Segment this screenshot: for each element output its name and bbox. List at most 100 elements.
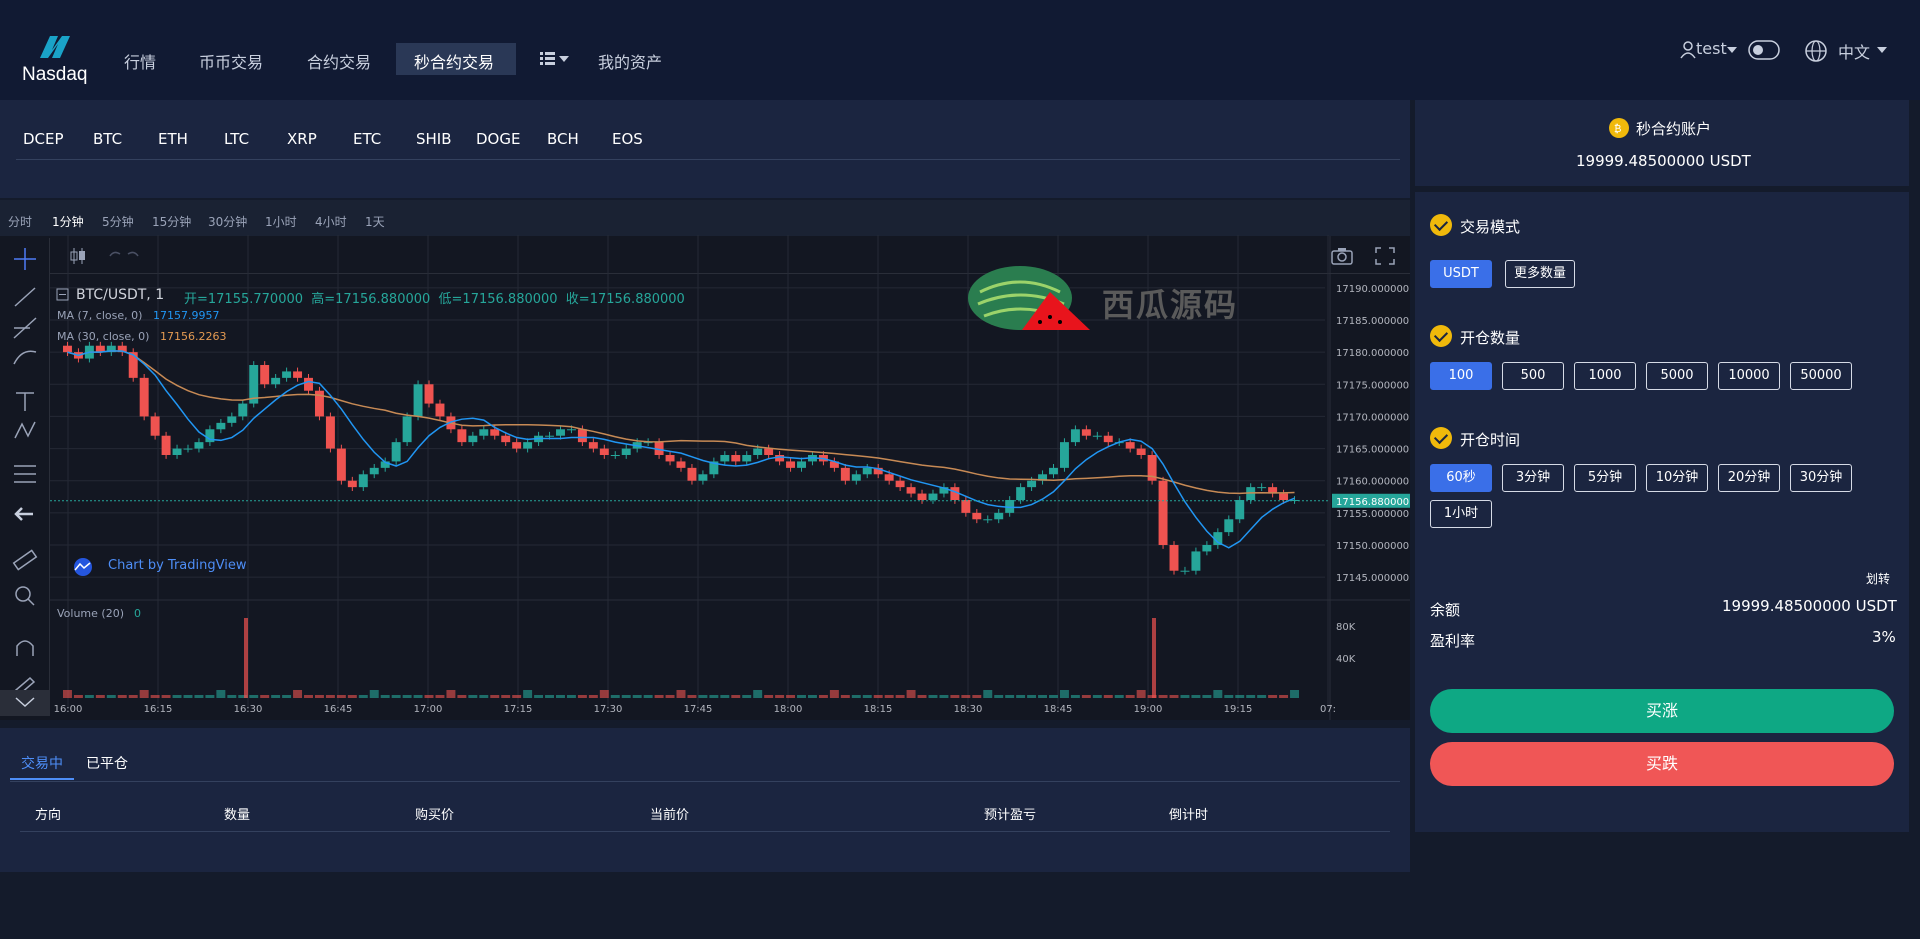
interval-1m[interactable]: 1分钟 — [52, 215, 84, 229]
volume-bar — [1235, 695, 1245, 698]
volume-bar — [63, 690, 72, 698]
coin-tab-btc[interactable]: BTC — [93, 130, 123, 148]
qty-5000-button[interactable]: 5000 — [1646, 362, 1708, 390]
candle-body — [260, 365, 270, 385]
logo-text: Nasdaq — [22, 64, 88, 85]
volume-bar — [873, 695, 883, 698]
candle-body — [545, 435, 555, 437]
candle-body — [556, 429, 565, 436]
candle-body — [577, 429, 587, 443]
volume-bar — [797, 695, 806, 698]
nasdaq-logo[interactable] — [22, 28, 102, 88]
language-dropdown-icon[interactable] — [1876, 46, 1888, 54]
volume-bar — [1191, 695, 1201, 698]
mode-usdt-button[interactable]: USDT — [1430, 260, 1492, 288]
volume-bar — [906, 690, 916, 698]
time-20m-button[interactable]: 20分钟 — [1718, 464, 1780, 492]
qty-500-button[interactable]: 500 — [1502, 362, 1564, 390]
user-name[interactable]: test — [1696, 39, 1727, 58]
user-dropdown-icon[interactable] — [1726, 46, 1738, 54]
tab-trading[interactable]: 交易中 — [21, 756, 63, 772]
y-tick-label: 17185.000000 — [1336, 316, 1409, 327]
volume-bar — [249, 695, 259, 698]
ma7-label: MA (7, close, 0) — [57, 309, 143, 322]
current-price-tag — [1332, 493, 1410, 508]
buy-up-button[interactable]: 买涨 — [1430, 689, 1894, 733]
candlestick-chart[interactable]: 17156.880000 17190.000000 17185.000000 1718… — [0, 200, 1410, 720]
coin-tab-eos[interactable]: EOS — [612, 130, 643, 148]
camera-icon[interactable] — [1330, 246, 1354, 266]
candle-body — [1158, 480, 1168, 545]
coin-tab-doge[interactable]: DOGE — [476, 130, 521, 148]
candle-body — [523, 442, 533, 449]
list-menu-icon[interactable] — [538, 51, 572, 65]
candle-body — [873, 467, 883, 475]
volume-bar — [1059, 690, 1069, 698]
y-tick-label: 17155.000000 — [1336, 509, 1409, 520]
candle-type-icon[interactable] — [68, 246, 88, 266]
coin-tab-etc[interactable]: ETC — [353, 130, 382, 148]
coin-tab-eth[interactable]: ETH — [158, 130, 188, 148]
language-selector[interactable]: 中文 — [1838, 43, 1871, 62]
tab-closed[interactable]: 已平仓 — [86, 756, 128, 772]
coin-tab-xrp[interactable]: XRP — [287, 130, 317, 148]
coin-tab-bch[interactable]: BCH — [547, 130, 579, 148]
brush-icon — [13, 350, 37, 365]
globe-icon[interactable] — [1804, 39, 1828, 63]
candle-body — [336, 448, 346, 481]
candle-body — [490, 429, 500, 436]
qty-50000-button[interactable]: 50000 — [1790, 362, 1852, 390]
nav-market[interactable]: 行情 — [124, 53, 157, 72]
undo-redo-icon[interactable] — [104, 246, 148, 266]
interval-1h[interactable]: 1小时 — [265, 215, 297, 229]
theme-toggle[interactable] — [1748, 40, 1780, 60]
fullscreen-icon[interactable] — [1374, 246, 1396, 266]
time-3m-button[interactable]: 3分钟 — [1502, 464, 1564, 492]
coin-tab-shib[interactable]: SHIB — [416, 130, 452, 148]
interval-4h[interactable]: 4小时 — [315, 215, 347, 229]
drawing-tools[interactable] — [0, 238, 50, 716]
buy-down-button[interactable]: 买跌 — [1430, 742, 1894, 786]
volume-bar — [128, 695, 138, 698]
candle-body — [566, 429, 576, 431]
coin-tab-ltc[interactable]: LTC — [224, 130, 250, 148]
nav-contract-trade[interactable]: 合约交易 — [307, 53, 372, 72]
qty-100-button[interactable]: 100 — [1430, 362, 1492, 390]
volume-bar — [895, 695, 905, 698]
nav-second-contract[interactable]: 秒合约交易 — [414, 53, 495, 72]
qty-1000-button[interactable]: 1000 — [1574, 362, 1636, 390]
volume-tick-label: 40K — [1336, 654, 1356, 665]
time-60s-button[interactable]: 60秒 — [1430, 464, 1492, 492]
time-1h-button[interactable]: 1小时 — [1430, 500, 1492, 528]
y-tick-label: 17175.000000 — [1336, 380, 1409, 391]
time-10m-button[interactable]: 10分钟 — [1646, 464, 1708, 492]
interval-line[interactable]: 分时 — [8, 215, 33, 229]
open-qty-label: 开仓数量 — [1460, 329, 1521, 347]
interval-30m[interactable]: 30分钟 — [208, 215, 248, 229]
balance-label: 余额 — [1430, 601, 1461, 619]
candle-body — [271, 377, 281, 385]
volume-bar — [260, 695, 270, 698]
transfer-link[interactable]: 划转 — [1866, 572, 1891, 586]
collapse-legend-icon[interactable] — [56, 288, 70, 302]
volume-bar — [1224, 695, 1234, 698]
mode-more-button[interactable]: 更多数量 — [1505, 260, 1575, 288]
volume-bar — [402, 695, 412, 698]
col-direction: 方向 — [35, 808, 62, 823]
time-check-icon — [1430, 427, 1452, 449]
nav-spot-trade[interactable]: 币币交易 — [199, 53, 264, 72]
qty-10000-button[interactable]: 10000 — [1718, 362, 1780, 390]
volume-bar — [588, 695, 598, 698]
tradingview-credit[interactable]: Chart by TradingView — [108, 558, 247, 573]
interval-1d[interactable]: 1天 — [365, 215, 385, 229]
svg-text:₿: ₿ — [1614, 123, 1621, 135]
time-30m-button[interactable]: 30分钟 — [1790, 464, 1852, 492]
candle-body — [1268, 487, 1278, 494]
coin-tab-dcep[interactable]: DCEP — [23, 130, 64, 148]
interval-15m[interactable]: 15分钟 — [152, 215, 192, 229]
volume-bar — [1257, 695, 1267, 698]
interval-5m[interactable]: 5分钟 — [102, 215, 134, 229]
nav-my-assets[interactable]: 我的资产 — [598, 53, 663, 72]
user-icon[interactable] — [1680, 41, 1696, 59]
time-5m-button[interactable]: 5分钟 — [1574, 464, 1636, 492]
